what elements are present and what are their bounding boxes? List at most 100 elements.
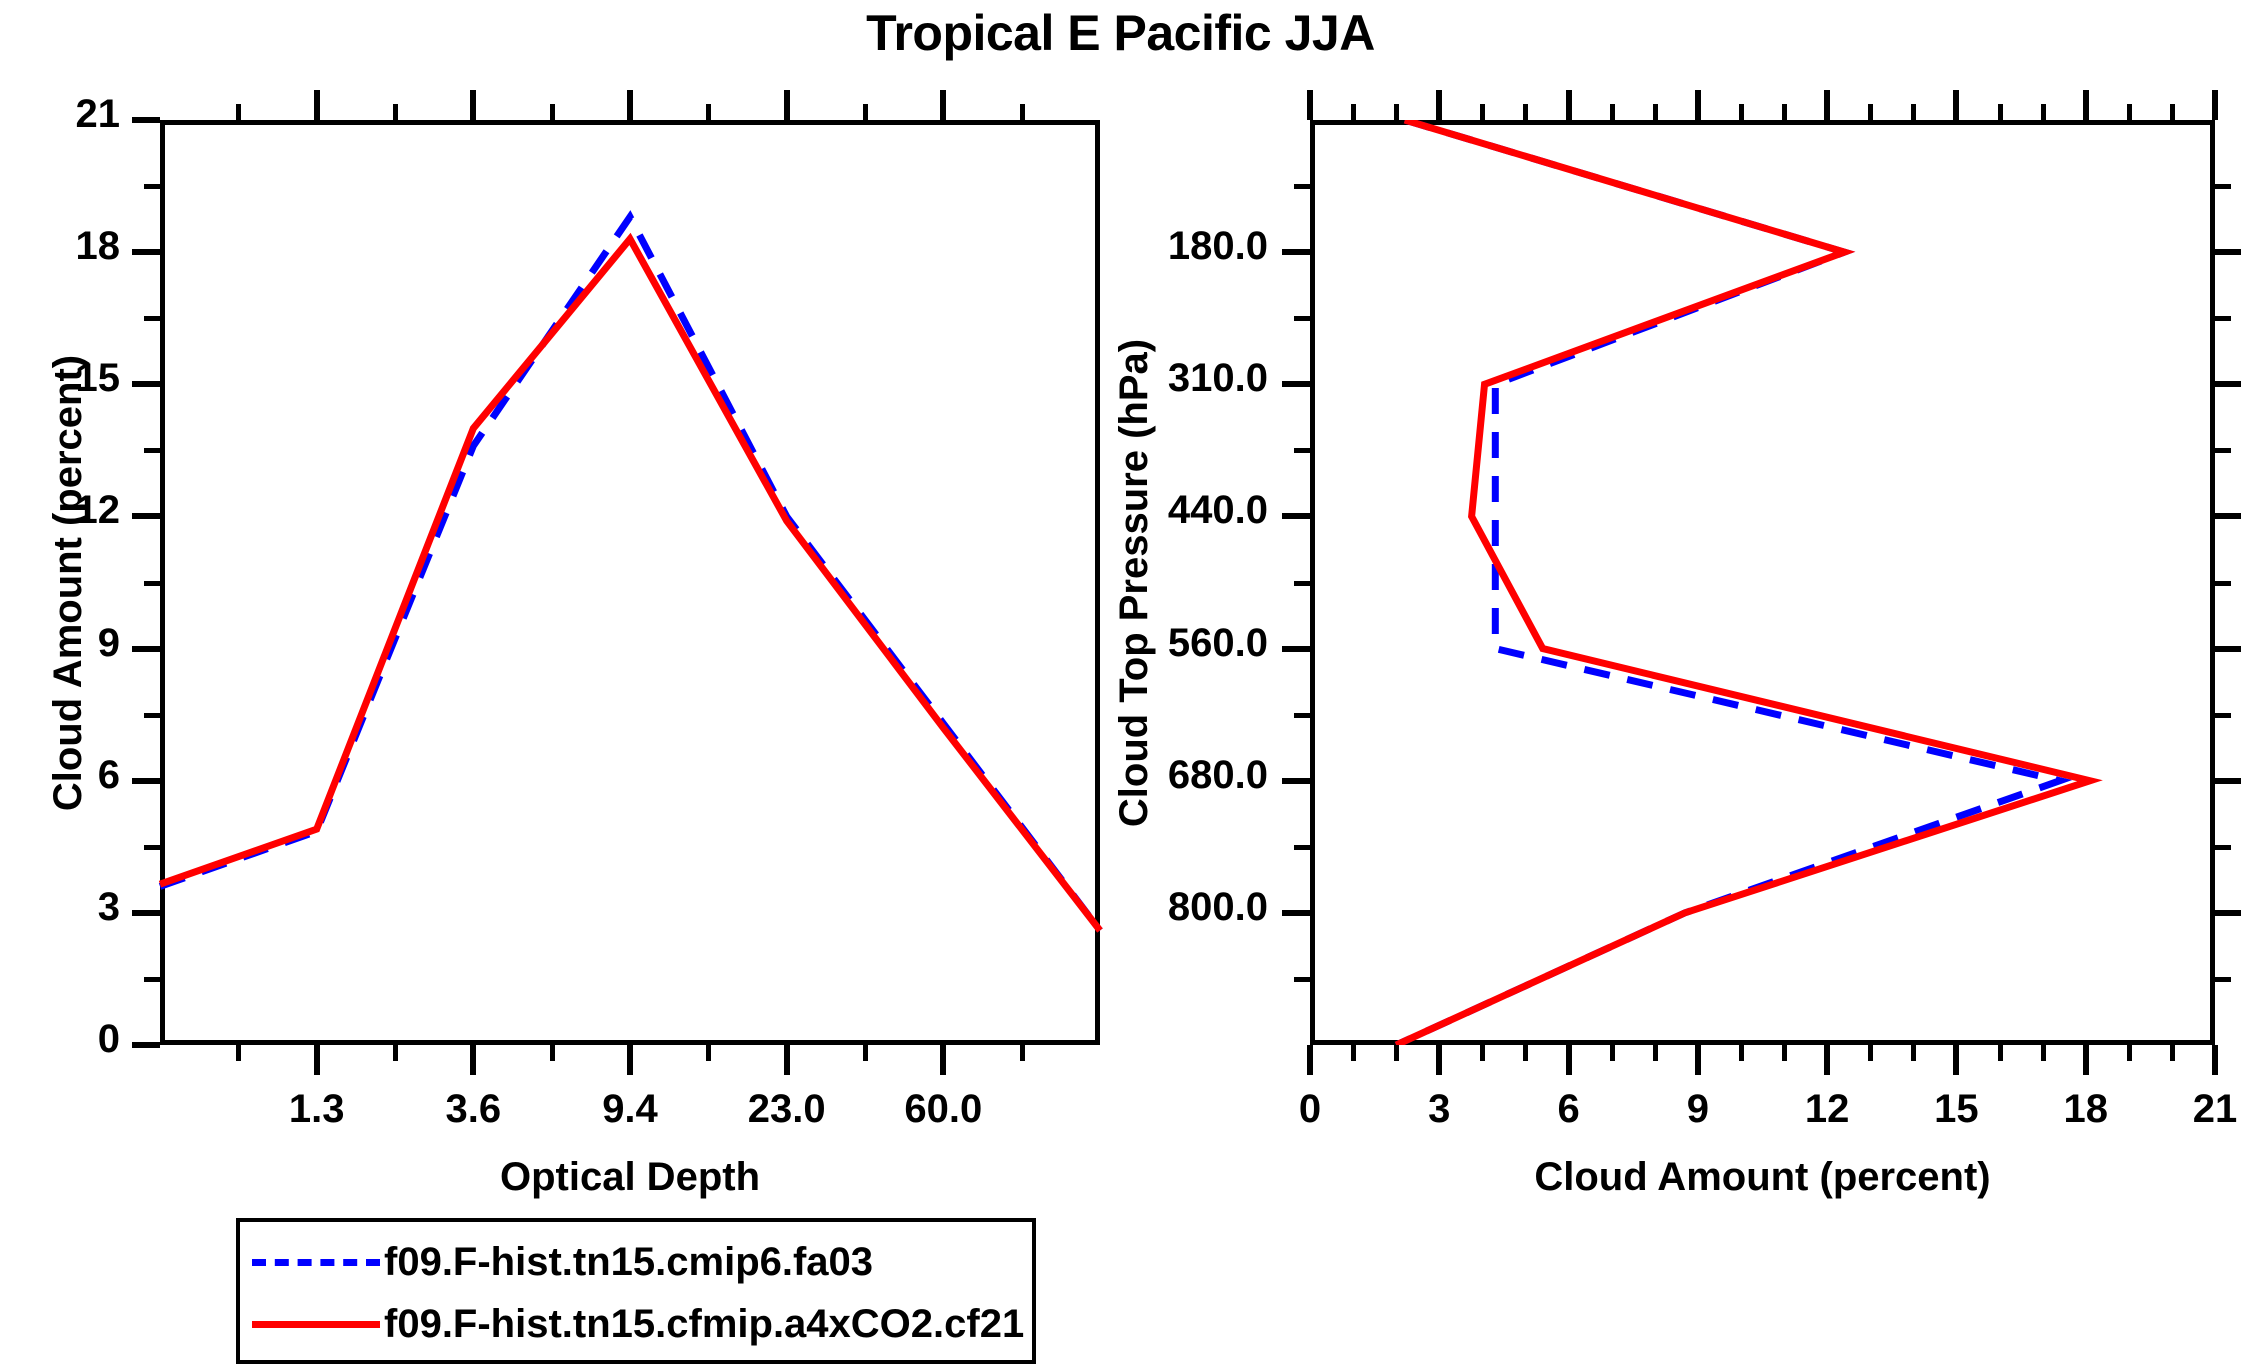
axis-tick bbox=[2215, 777, 2241, 784]
legend-entry-1: f09.F-hist.tn15.cfmip.a4xCO2.cf21 bbox=[252, 1302, 1024, 1347]
axis-tick bbox=[1294, 844, 1310, 850]
axis-tick bbox=[236, 1045, 242, 1061]
axis-tick bbox=[132, 513, 160, 520]
axis-tick-label: 3.6 bbox=[445, 1087, 502, 1131]
axis-tick bbox=[549, 1045, 555, 1061]
axis-tick-label: 9 bbox=[1686, 1087, 1709, 1131]
axis-tick bbox=[1523, 1045, 1529, 1061]
axis-tick bbox=[1019, 1045, 1025, 1061]
axis-tick bbox=[470, 1045, 477, 1075]
axis-tick bbox=[313, 90, 320, 120]
right-y-axis-title: Cloud Top Pressure (hPa) bbox=[1112, 338, 1156, 827]
axis-tick bbox=[1694, 1045, 1701, 1075]
axis-tick bbox=[549, 104, 555, 120]
axis-tick bbox=[2215, 976, 2231, 982]
axis-tick-label: 440.0 bbox=[1167, 488, 1268, 533]
axis-tick bbox=[132, 645, 160, 652]
axis-tick bbox=[132, 249, 160, 256]
axis-tick bbox=[706, 104, 712, 120]
axis-tick bbox=[2169, 1045, 2175, 1061]
axis-tick bbox=[940, 90, 947, 120]
axis-tick bbox=[1609, 104, 1615, 120]
axis-tick bbox=[2215, 316, 2231, 322]
axis-tick bbox=[1997, 1045, 2003, 1061]
axis-tick bbox=[1394, 1045, 1400, 1061]
axis-tick bbox=[783, 90, 790, 120]
axis-tick bbox=[2215, 448, 2231, 454]
page-title: Tropical E Pacific JJA bbox=[866, 5, 1375, 61]
axis-tick bbox=[2215, 249, 2241, 256]
axis-tick bbox=[393, 104, 398, 120]
axis-tick bbox=[1523, 104, 1529, 120]
axis-tick-label: 3 bbox=[97, 884, 120, 929]
axis-tick bbox=[1694, 90, 1701, 120]
axis-tick bbox=[1294, 580, 1310, 586]
axis-tick bbox=[2040, 1045, 2046, 1061]
axis-tick bbox=[706, 1045, 712, 1061]
axis-tick-label: 18 bbox=[75, 224, 121, 269]
axis-tick bbox=[1782, 1045, 1788, 1061]
axis-tick bbox=[2082, 1045, 2089, 1075]
axis-tick bbox=[2212, 1045, 2218, 1075]
axis-tick-label: 18 bbox=[2063, 1087, 2108, 1131]
axis-tick bbox=[2215, 184, 2231, 190]
axis-tick bbox=[2126, 104, 2132, 120]
axis-tick-label: 23.0 bbox=[747, 1087, 826, 1131]
axis-tick bbox=[2040, 104, 2046, 120]
axis-tick-label: 60.0 bbox=[904, 1087, 983, 1131]
axis-tick bbox=[1294, 712, 1310, 718]
axis-tick bbox=[1738, 1045, 1744, 1061]
axis-tick bbox=[1953, 90, 1960, 120]
axis-tick bbox=[132, 381, 160, 388]
axis-tick bbox=[1282, 249, 1310, 256]
axis-tick-label: 9 bbox=[97, 620, 120, 665]
axis-tick bbox=[863, 104, 868, 120]
legend-entry-0: f09.F-hist.tn15.cmip6.fa03 bbox=[252, 1240, 873, 1285]
axis-tick bbox=[1282, 909, 1310, 916]
axis-tick bbox=[1307, 90, 1313, 120]
axis-tick bbox=[1953, 1045, 1960, 1075]
axis-tick bbox=[1652, 104, 1658, 120]
axis-tick bbox=[144, 580, 160, 586]
axis-tick bbox=[132, 117, 160, 123]
axis-tick bbox=[1911, 104, 1917, 120]
axis-tick bbox=[1294, 976, 1310, 982]
legend-label-0: f09.F-hist.tn15.cmip6.fa03 bbox=[384, 1240, 874, 1284]
axis-tick bbox=[1436, 1045, 1443, 1075]
axis-tick-label: 680.0 bbox=[1167, 752, 1268, 797]
right-x-axis-title: Cloud Amount (percent) bbox=[1534, 1155, 1991, 1199]
axis-tick bbox=[1997, 104, 2003, 120]
axis-tick bbox=[144, 316, 160, 322]
axis-tick-label: 180.0 bbox=[1167, 224, 1268, 269]
axis-tick bbox=[1782, 104, 1788, 120]
axis-tick bbox=[1351, 104, 1357, 120]
axis-tick bbox=[1307, 1045, 1313, 1075]
legend-line-swatch-1 bbox=[252, 1321, 380, 1328]
legend: f09.F-hist.tn15.cmip6.fa03 f09.F-hist.tn… bbox=[236, 1218, 1036, 1364]
data-line-1 bbox=[1394, 120, 2073, 1045]
axis-tick bbox=[313, 1045, 320, 1075]
axis-tick bbox=[863, 1045, 868, 1061]
axis-tick bbox=[1282, 645, 1310, 652]
axis-tick bbox=[1282, 777, 1310, 784]
axis-tick bbox=[2212, 90, 2218, 120]
axis-tick bbox=[1824, 1045, 1831, 1075]
axis-tick bbox=[2215, 844, 2231, 850]
axis-tick bbox=[627, 90, 633, 120]
axis-tick bbox=[2215, 712, 2231, 718]
data-line-2 bbox=[158, 232, 1103, 933]
axis-tick bbox=[470, 90, 477, 120]
axis-tick bbox=[1351, 1045, 1357, 1061]
axis-tick bbox=[940, 1045, 947, 1075]
axis-tick bbox=[1911, 1045, 1917, 1061]
axis-tick bbox=[2082, 90, 2089, 120]
axis-tick bbox=[144, 844, 160, 850]
axis-tick bbox=[1019, 104, 1025, 120]
axis-tick bbox=[2215, 645, 2241, 652]
axis-tick-label: 0 bbox=[1298, 1087, 1322, 1131]
axis-tick-label: 310.0 bbox=[1167, 356, 1268, 401]
legend-line-swatch-0 bbox=[252, 1259, 380, 1266]
axis-tick bbox=[1282, 381, 1310, 388]
